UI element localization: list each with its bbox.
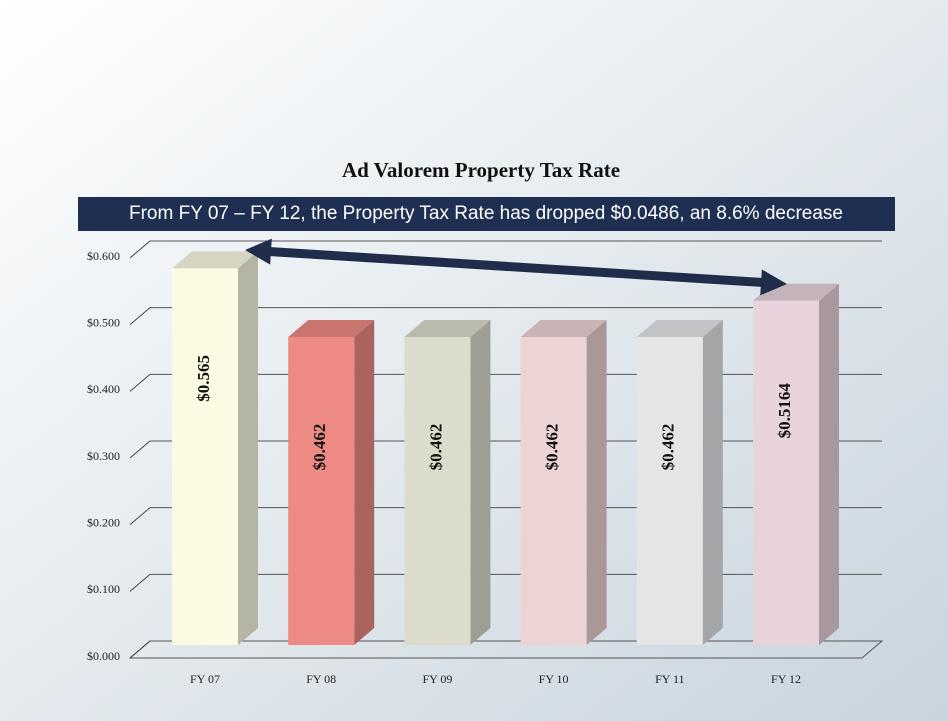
y-tick-label: $0.500 bbox=[87, 315, 120, 329]
bar-top bbox=[520, 320, 607, 337]
annotation-banner bbox=[78, 197, 895, 231]
bar-side bbox=[354, 320, 375, 645]
bar-side bbox=[819, 283, 839, 645]
x-tick-label: FY 07 bbox=[190, 672, 220, 686]
y-tick-label: $0.400 bbox=[87, 382, 120, 396]
bar bbox=[520, 337, 587, 645]
bar-side bbox=[470, 320, 491, 645]
value-label: $0.565 bbox=[194, 355, 213, 402]
bar-side bbox=[586, 320, 607, 645]
bar-side bbox=[238, 251, 258, 646]
arrow-head bbox=[245, 238, 272, 265]
arrow-head bbox=[760, 269, 787, 296]
grid-line-side bbox=[129, 440, 151, 459]
x-tick-label: FY 09 bbox=[422, 672, 452, 686]
grid-line-side bbox=[129, 307, 151, 326]
value-label: $0.462 bbox=[659, 424, 678, 471]
x-tick-label: FY 10 bbox=[539, 672, 569, 686]
bar bbox=[288, 337, 355, 645]
x-tick-label: FY 11 bbox=[655, 672, 684, 686]
y-tick-label: $0.600 bbox=[87, 249, 120, 263]
grid-line-side bbox=[129, 640, 151, 659]
y-tick-label: $0.000 bbox=[87, 649, 120, 663]
annotation: From FY 07 – FY 12, the Property Tax Rat… bbox=[129, 203, 843, 224]
bar bbox=[636, 337, 703, 645]
value-label: $0.462 bbox=[543, 424, 562, 471]
value-label: $0.462 bbox=[426, 424, 445, 471]
bar bbox=[172, 268, 238, 645]
bar-top bbox=[636, 320, 723, 337]
grid-line-side bbox=[129, 373, 151, 392]
grid-line-side bbox=[129, 507, 151, 526]
x-tick-label: FY 08 bbox=[306, 672, 336, 686]
chart-title: Ad Valorem Property Tax Rate bbox=[342, 158, 620, 182]
bar-top bbox=[288, 320, 375, 337]
value-label: $0.462 bbox=[310, 424, 329, 471]
grid-line-side bbox=[129, 573, 151, 592]
bar bbox=[753, 300, 819, 645]
bar-top bbox=[172, 251, 258, 269]
bar-top bbox=[404, 320, 491, 337]
y-tick-label: $0.100 bbox=[87, 582, 120, 596]
x-tick-label: FY 12 bbox=[771, 672, 801, 686]
bar-side bbox=[702, 320, 723, 645]
y-tick-label: $0.300 bbox=[87, 449, 120, 463]
bar bbox=[404, 337, 471, 645]
arrow-shaft bbox=[262, 246, 770, 288]
y-tick-label: $0.200 bbox=[87, 515, 120, 529]
value-label: $0.5164 bbox=[775, 383, 794, 439]
grid-line-side bbox=[129, 240, 151, 259]
